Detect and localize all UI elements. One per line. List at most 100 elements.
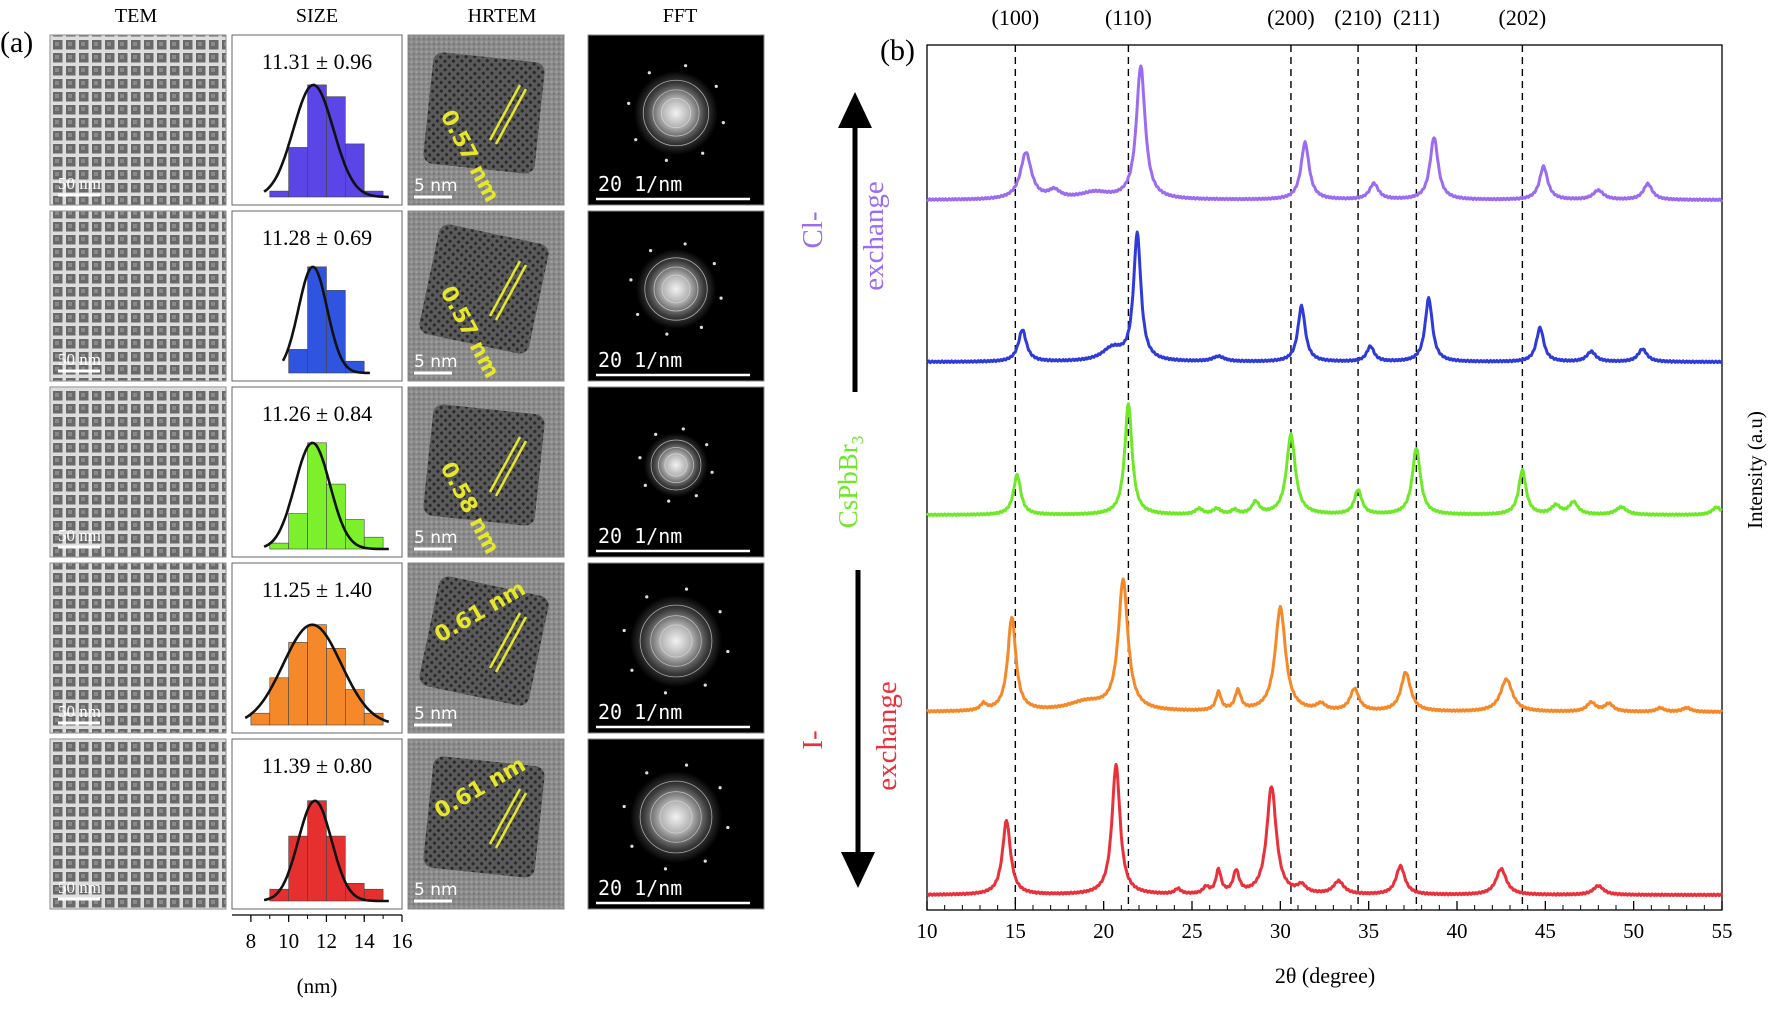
fft-image: 20 1/nm (587, 562, 765, 734)
peak-label: (202) (1499, 5, 1547, 30)
header-fft: FFT (663, 5, 697, 27)
peak-labels: (100) (110) (200) (210) (211) (202) (992, 5, 1547, 30)
xrd-series (925, 64, 1724, 898)
cl-ion-label: Cl- (797, 211, 829, 248)
histogram-bar (307, 624, 327, 726)
histogram-bar (345, 519, 365, 550)
i-ion-label: I- (797, 730, 829, 749)
histogram-bar (288, 147, 308, 198)
cl-exchange-arrow (838, 92, 872, 392)
xrd-tick-label: 15 (1005, 919, 1026, 943)
histogram-bar (345, 360, 365, 374)
hrtem-image: 0.57 nm5 nm (407, 34, 565, 207)
tem-image: 50 nm (49, 562, 227, 734)
histogram-tick-label: 14 (354, 929, 376, 953)
fft-scale-label: 20 1/nm (598, 876, 682, 900)
xrd-pattern-4 (925, 577, 1723, 714)
size-histogram: 11.28 ± 0.69 (231, 210, 403, 382)
hrtem-scale-label: 5 nm (414, 352, 458, 372)
histogram-bar (288, 349, 308, 374)
header-size: SIZE (296, 5, 338, 27)
gaussian-fit (263, 83, 389, 199)
xrd-frame (926, 44, 1723, 911)
size-value: 11.31 ± 0.96 (262, 49, 372, 74)
size-histogram: 11.26 ± 0.84 (231, 386, 403, 558)
hrtem-scale-label: 5 nm (414, 704, 458, 724)
peak-label: (211) (1393, 5, 1440, 30)
row-3: 50 nm 11.26 ± 0.84 0.58 nm5 nm 20 1/nm (49, 386, 765, 559)
xrd-tick-label: 30 (1270, 919, 1291, 943)
size-histogram: 11.31 ± 0.96 (231, 34, 403, 206)
peak-label: (200) (1267, 5, 1315, 30)
histogram-bar (250, 712, 271, 726)
hrtem-image: 0.61 nm5 nm (407, 738, 565, 910)
histogram-x-axis: 8 10 12 14 16 (nm) (232, 914, 413, 998)
cl-exchange-label: exchange (858, 181, 890, 291)
xrd-tick-label: 50 (1623, 919, 1644, 943)
histogram-bar (288, 513, 308, 550)
xrd-tick-label: 40 (1447, 919, 1468, 943)
tem-scale-label: 50 nm (58, 350, 101, 369)
histogram-bar (326, 290, 346, 374)
xrd-tick-label: 45 (1535, 919, 1556, 943)
panel-a-label: (a) (0, 26, 33, 59)
tem-scale-label: 50 nm (58, 526, 101, 545)
tem-scale-label: 50 nm (58, 702, 101, 721)
tem-image: 50 nm (49, 210, 227, 382)
histogram-tick-label: 8 (246, 929, 257, 953)
gaussian-fit (281, 265, 370, 375)
gaussian-fit (263, 441, 389, 551)
cspbbr3-label: CsPbBr3 (833, 436, 867, 529)
xrd-pattern-5 (926, 762, 1724, 898)
hrtem-scale-label: 5 nm (414, 880, 458, 900)
xrd-tick-label: 55 (1712, 919, 1733, 943)
fft-image: 20 1/nm (587, 738, 765, 910)
i-exchange-label: exchange (871, 681, 903, 791)
row-2: 50 nm 11.28 ± 0.69 0.57 nm5 nm 20 1/nm (49, 210, 765, 383)
histogram-bar (326, 647, 346, 726)
hrtem-image: 0.61 nm5 nm (407, 562, 565, 734)
xrd-y-label: Intensity (a.u) (1743, 411, 1767, 529)
histogram-bar (345, 689, 365, 726)
tem-scale-label: 50 nm (58, 878, 101, 897)
i-exchange-arrow (841, 570, 875, 888)
fft-image: 20 1/nm (587, 386, 765, 558)
xrd-plot: (100) (110) (200) (210) (211) (202) 10 15 20 25 3… (797, 5, 1767, 988)
hrtem-scale-label: 5 nm (414, 176, 458, 196)
histogram-bar (326, 835, 346, 902)
panel-b-label: (b) (880, 34, 915, 67)
histogram-tick-label: 10 (278, 929, 299, 953)
fft-scale-label: 20 1/nm (598, 172, 682, 196)
xrd-x-ticks: 10 15 20 25 30 35 40 45 50 55 (917, 901, 1733, 943)
size-value: 11.25 ± 1.40 (262, 577, 372, 602)
tem-image: 50 nm (49, 386, 227, 558)
size-histogram: 11.25 ± 1.40 (231, 562, 403, 734)
fft-image: 20 1/nm (587, 34, 765, 206)
size-value: 11.28 ± 0.69 (262, 225, 372, 250)
hrtem-image: 0.58 nm5 nm (407, 386, 565, 559)
histogram-bar (288, 642, 308, 726)
size-value: 11.26 ± 0.84 (262, 401, 372, 426)
histogram-tick-label: 16 (392, 929, 413, 953)
xrd-tick-label: 35 (1358, 919, 1379, 943)
size-histogram: 11.39 ± 0.80 (231, 738, 403, 910)
gaussian-fit (263, 799, 389, 903)
header-tem: TEM (115, 5, 157, 27)
tem-image: 50 nm (49, 738, 227, 910)
xrd-x-label: 2θ (degree) (1275, 963, 1375, 988)
fft-scale-label: 20 1/nm (598, 348, 682, 372)
xrd-tick-label: 20 (1093, 919, 1114, 943)
histogram-bar (269, 542, 289, 550)
histogram-bar (269, 190, 289, 198)
hrtem-image: 0.57 nm5 nm (407, 210, 565, 383)
fft-image: 20 1/nm (587, 210, 765, 382)
row-4: 50 nm 11.25 ± 1.40 0.61 nm5 nm 20 1/nm (49, 562, 765, 734)
histogram-bar (307, 266, 327, 374)
peak-label: (100) (992, 5, 1040, 30)
tem-image: 50 nm (49, 34, 227, 206)
reference-lines (1014, 45, 1524, 910)
fft-scale-label: 20 1/nm (598, 524, 682, 548)
xrd-pattern-3 (925, 402, 1723, 518)
